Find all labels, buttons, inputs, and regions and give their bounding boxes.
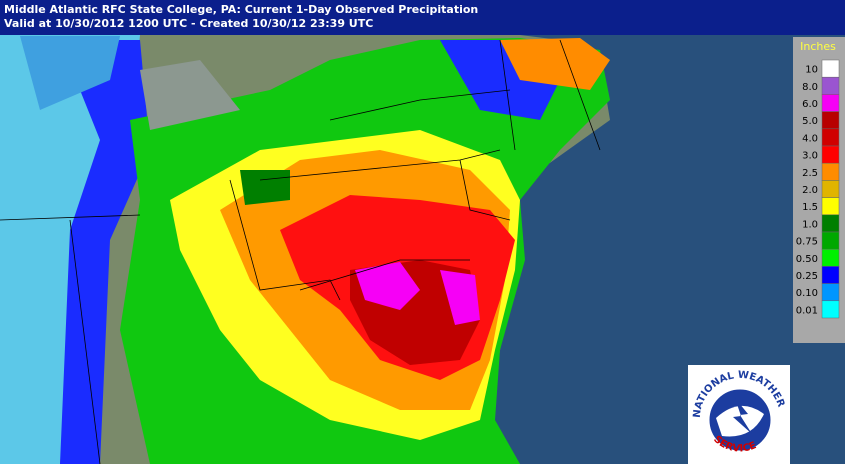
legend-swatch: [821, 180, 840, 198]
legend-label: 1.5: [802, 202, 818, 213]
legend-label: 0.50: [796, 254, 818, 265]
legend-label: 0.10: [796, 288, 818, 299]
legend-swatch: [821, 94, 840, 112]
legend-swatch: [821, 231, 840, 250]
precip-map: [0, 35, 610, 464]
legend-swatch: [821, 266, 840, 284]
legend-label: 0.25: [796, 271, 818, 282]
legend-swatch: [821, 111, 840, 130]
legend-label: 8.0: [802, 82, 818, 93]
legend-swatch: [821, 283, 840, 302]
legend-swatch: [821, 76, 840, 95]
legend-swatch: [821, 214, 840, 233]
legend-label: 5.0: [802, 116, 818, 127]
legend-swatch: [821, 145, 840, 164]
legend-label: 1.0: [802, 219, 818, 230]
legend-label: 2.0: [802, 185, 818, 196]
legend-swatch: [821, 162, 840, 181]
legend-label: 0.01: [796, 305, 818, 316]
legend-title: Inches: [800, 40, 836, 53]
legend-label: 0.75: [796, 237, 818, 248]
legend-swatch: [821, 248, 840, 267]
header-bar: [0, 0, 845, 35]
legend: 10 8.0 6.0 5.0 4.0 3.0 2.5 2.0 1.5 1.0 0.75 0.50 0.2…: [796, 59, 840, 319]
legend-swatch: [821, 59, 840, 78]
legend-label: 2.5: [802, 168, 818, 179]
legend-swatch: [821, 300, 840, 319]
legend-swatch: [821, 197, 840, 216]
legend-label: 4.0: [802, 133, 818, 144]
legend-label: 10: [805, 65, 818, 76]
header-subtitle: Valid at 10/30/2012 1200 UTC - Created 1…: [4, 17, 373, 30]
legend-label: 3.0: [802, 151, 818, 162]
legend-swatch: [821, 128, 840, 147]
legend-label: 6.0: [802, 99, 818, 110]
header-title: Middle Atlantic RFC State College, PA: C…: [4, 3, 478, 16]
